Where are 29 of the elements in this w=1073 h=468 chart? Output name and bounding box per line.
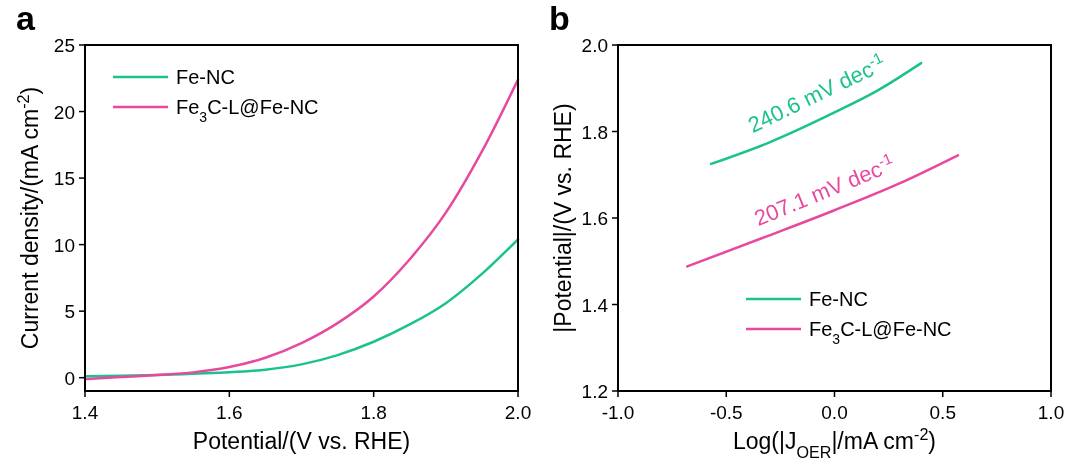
x-tick-label: 0.0 (821, 402, 848, 423)
x-tick-label: 1.8 (360, 402, 387, 423)
legend-label: Fe-NC (809, 288, 868, 310)
y-tick-label: 1.2 (581, 381, 608, 402)
y-tick-label: 1.4 (581, 294, 609, 316)
y-tick-label: 1.6 (581, 208, 608, 229)
y-tick-label: 20 (53, 101, 75, 123)
legend-label: Fe-NC (176, 66, 235, 88)
y-tick-label: 2.0 (581, 35, 608, 56)
y-tick-label: 1.8 (581, 121, 608, 143)
x-tick-label: 2.0 (504, 402, 532, 423)
y-axis-title: |Potential|/(V vs. RHE) (550, 103, 576, 333)
x-tick-label: 1.0 (1037, 402, 1065, 423)
x-tick-label: -0.5 (709, 402, 743, 423)
chart-title: a (16, 0, 36, 37)
x-axis-title: Potential/(V vs. RHE) (192, 428, 411, 454)
y-tick-label: 10 (53, 234, 75, 256)
line-series (686, 154, 960, 268)
y-tick-label: 0 (64, 367, 75, 389)
x-axis-title: Log(|J$_{OER}$|/mA cm$^{-2}$) (732, 425, 937, 461)
x-tick-label: -1.0 (601, 402, 635, 423)
legend-label: Fe$_{3}$C-L@Fe-NC (176, 96, 319, 125)
y-tick-label: 5 (64, 301, 75, 323)
y-tick-label: 15 (53, 168, 75, 190)
chart-title: b (549, 0, 570, 37)
legend-label: Fe$_{3}$C-L@Fe-NC (809, 318, 952, 347)
x-tick-label: 0.5 (929, 402, 956, 423)
y-tick-label: 25 (53, 35, 75, 56)
x-tick-label: 1.6 (216, 402, 243, 423)
